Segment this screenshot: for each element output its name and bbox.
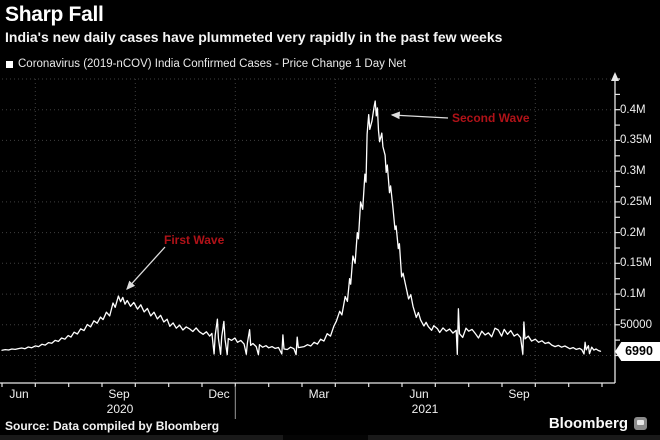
y-axis-label: 0.15M	[620, 257, 652, 269]
last-value-badge: 6990	[615, 342, 660, 361]
bottom-strip-segment	[283, 435, 368, 440]
x-axis-month-label: Dec	[208, 387, 230, 401]
x-axis-month-label: Jun	[9, 387, 29, 401]
y-axis-label: 0.1M	[620, 288, 646, 300]
y-axis-label: 0.3M	[620, 165, 646, 177]
annotation-first-wave: First Wave	[164, 233, 225, 247]
y-axis-label: 50000	[620, 319, 652, 331]
bottom-strip	[0, 435, 660, 440]
x-axis-month-label: Jun	[409, 387, 429, 401]
y-axis-label: 0.35M	[620, 134, 652, 146]
legend-marker-icon	[6, 60, 13, 68]
chart-subtitle: India's new daily cases have plummeted v…	[5, 29, 503, 45]
bloomberg-quint-icon	[634, 417, 647, 430]
x-axis-year-label: 2020	[106, 402, 134, 416]
bloomberg-wordmark: Bloomberg	[548, 415, 628, 432]
x-axis-month-label: Sep	[508, 387, 530, 401]
x-axis-month-label: Sep	[108, 387, 130, 401]
page-title: Sharp Fall	[5, 3, 104, 26]
legend-series-label: Coronavirus (2019-nCOV) India Confirmed …	[18, 58, 406, 70]
y-axis-label: 0.4M	[620, 104, 646, 116]
bloomberg-logo: Bloomberg	[549, 415, 647, 432]
x-axis-month-label: Mar	[308, 387, 330, 401]
y-axis-label: 0.25M	[620, 196, 652, 208]
source-text: Source: Data compiled by Bloomberg	[5, 419, 220, 433]
annotation-second-wave: Second Wave	[452, 111, 530, 125]
legend: Coronavirus (2019-nCOV) India Confirmed …	[6, 58, 406, 70]
y-axis-label: 0.2M	[620, 227, 646, 239]
x-axis-year-label: 2021	[411, 402, 439, 416]
